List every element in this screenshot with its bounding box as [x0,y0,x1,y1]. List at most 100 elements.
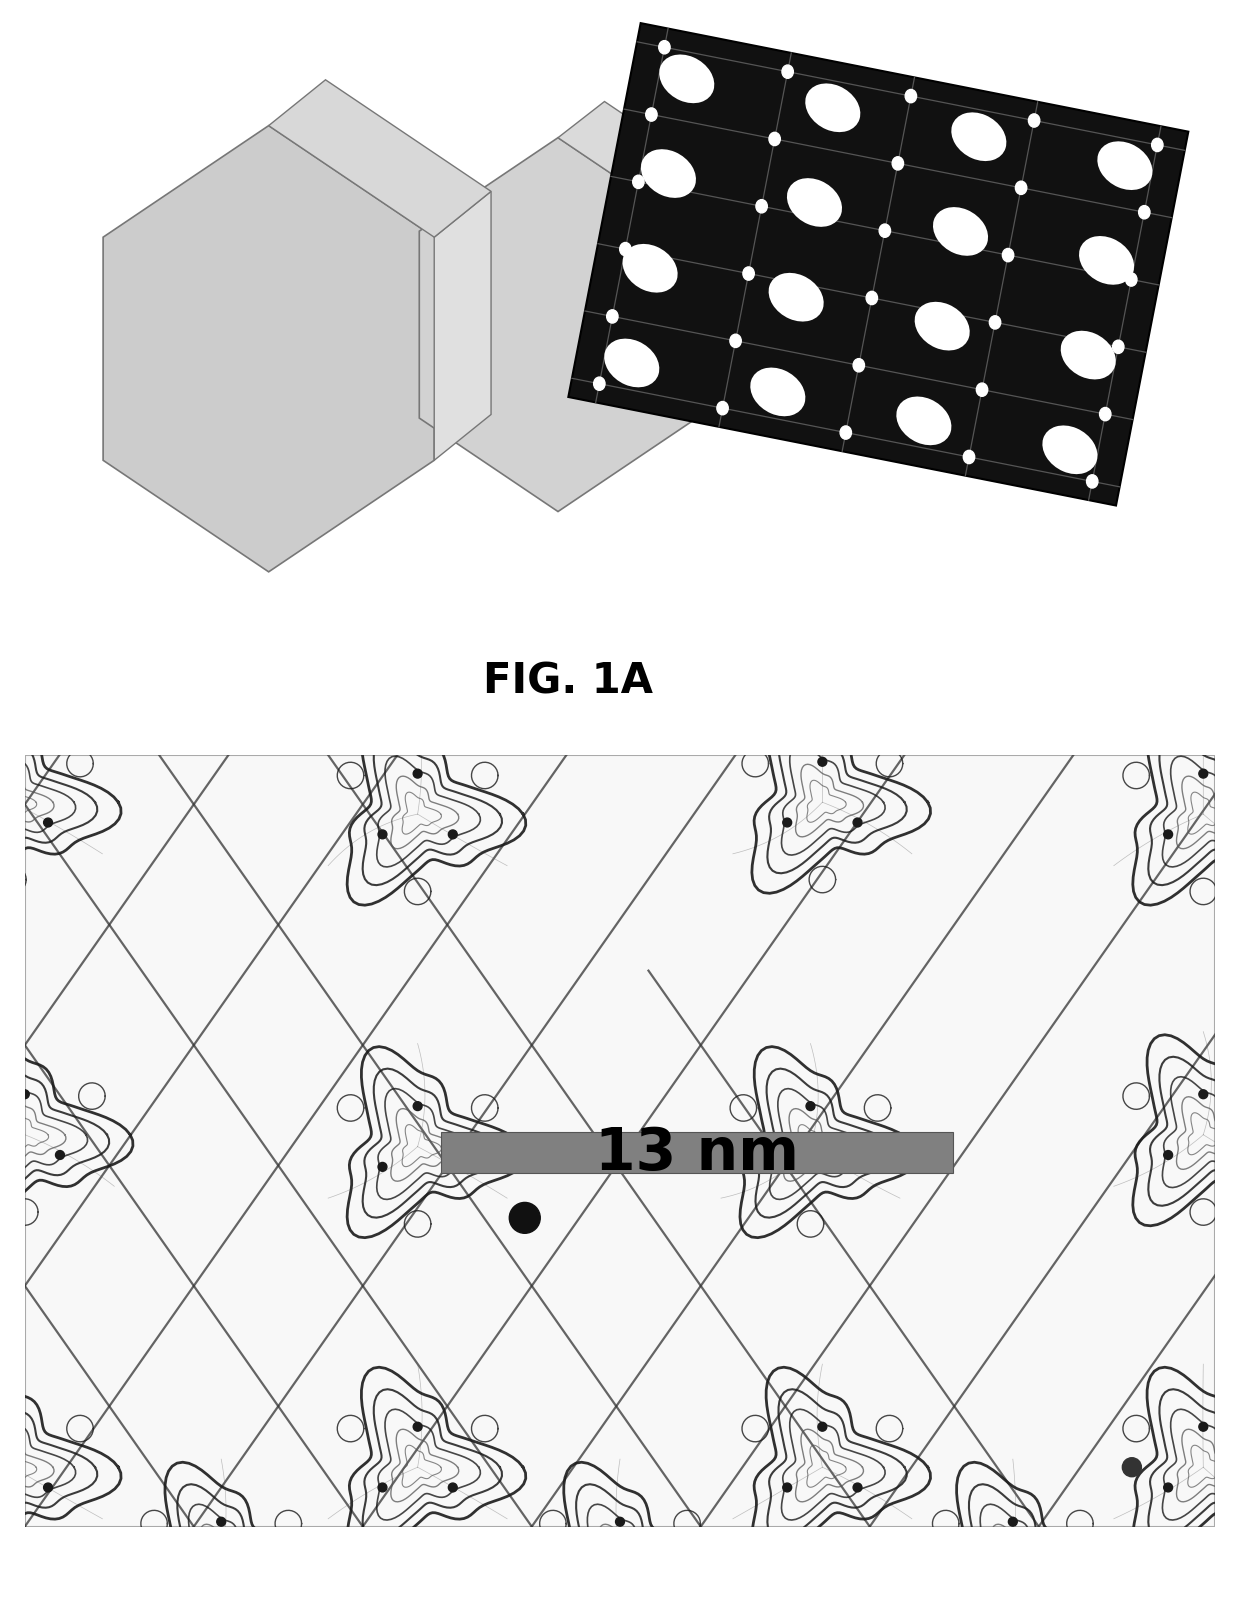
Circle shape [1028,114,1040,129]
Ellipse shape [641,149,696,199]
Circle shape [769,133,780,146]
Circle shape [9,1422,17,1432]
Circle shape [620,243,631,257]
Circle shape [1008,1517,1017,1527]
Circle shape [594,378,605,391]
Polygon shape [419,138,697,513]
Ellipse shape [915,302,970,352]
Polygon shape [568,24,1188,506]
Circle shape [892,157,904,170]
Circle shape [632,177,644,190]
Circle shape [56,1151,64,1160]
Circle shape [866,292,878,305]
Circle shape [990,317,1001,329]
Circle shape [1234,1151,1240,1160]
Ellipse shape [787,178,842,228]
Circle shape [1152,140,1163,153]
Circle shape [782,1483,791,1491]
Circle shape [782,66,794,79]
Circle shape [1086,476,1097,489]
Circle shape [580,1578,589,1586]
Ellipse shape [769,273,823,323]
Circle shape [252,1578,260,1586]
Circle shape [1199,1090,1208,1099]
Circle shape [1199,1422,1208,1432]
Circle shape [1163,1483,1173,1491]
Circle shape [449,831,458,839]
Circle shape [839,426,852,440]
Circle shape [1234,1483,1240,1491]
Circle shape [771,1163,780,1172]
Circle shape [1002,249,1014,262]
Circle shape [853,360,864,373]
Polygon shape [103,127,434,572]
Circle shape [413,770,422,778]
Ellipse shape [604,339,660,387]
Circle shape [413,1102,422,1110]
Text: FIG. 1A: FIG. 1A [484,660,653,702]
Circle shape [20,1090,30,1099]
Circle shape [217,1517,226,1527]
Ellipse shape [951,114,1007,162]
Circle shape [1163,831,1173,839]
Circle shape [743,268,754,281]
Circle shape [378,1163,387,1172]
Circle shape [510,1202,541,1234]
Circle shape [606,310,618,325]
Circle shape [449,1483,458,1491]
Circle shape [9,759,17,767]
Polygon shape [697,196,743,419]
Circle shape [1044,1578,1053,1586]
FancyBboxPatch shape [25,755,1215,1527]
Ellipse shape [750,368,805,416]
Circle shape [818,1422,827,1432]
Circle shape [756,201,768,214]
Circle shape [730,334,742,349]
Circle shape [806,1102,815,1110]
Polygon shape [558,103,743,231]
Circle shape [973,1578,982,1586]
Circle shape [43,1483,52,1491]
Circle shape [658,42,670,55]
Circle shape [651,1578,660,1586]
Circle shape [782,818,791,828]
Ellipse shape [660,56,714,104]
Ellipse shape [805,85,861,133]
Circle shape [615,1517,625,1527]
Circle shape [1138,206,1149,220]
Circle shape [1122,1458,1141,1477]
Circle shape [378,1483,387,1491]
Circle shape [449,1163,458,1172]
Polygon shape [434,193,491,461]
Circle shape [853,1483,862,1491]
Text: 13 nm: 13 nm [595,1125,800,1181]
Circle shape [646,109,657,122]
Circle shape [717,402,728,416]
Ellipse shape [1097,143,1152,191]
Circle shape [1016,182,1027,196]
Circle shape [853,818,862,828]
Circle shape [1234,831,1240,839]
Circle shape [841,1163,851,1172]
Circle shape [1163,1151,1173,1160]
Circle shape [413,1422,422,1432]
Ellipse shape [1060,331,1116,381]
Ellipse shape [1043,426,1097,474]
Circle shape [181,1578,191,1586]
Ellipse shape [897,397,951,445]
Circle shape [879,225,890,238]
Ellipse shape [1079,236,1135,286]
Circle shape [1126,273,1137,288]
Circle shape [1112,341,1123,354]
Polygon shape [269,80,491,238]
Ellipse shape [932,207,988,257]
Circle shape [963,452,975,464]
Circle shape [43,818,52,828]
Circle shape [976,384,988,397]
FancyBboxPatch shape [441,1133,954,1173]
Circle shape [378,831,387,839]
Circle shape [1199,770,1208,778]
Ellipse shape [622,244,677,294]
Circle shape [818,759,827,767]
Circle shape [1100,408,1111,421]
